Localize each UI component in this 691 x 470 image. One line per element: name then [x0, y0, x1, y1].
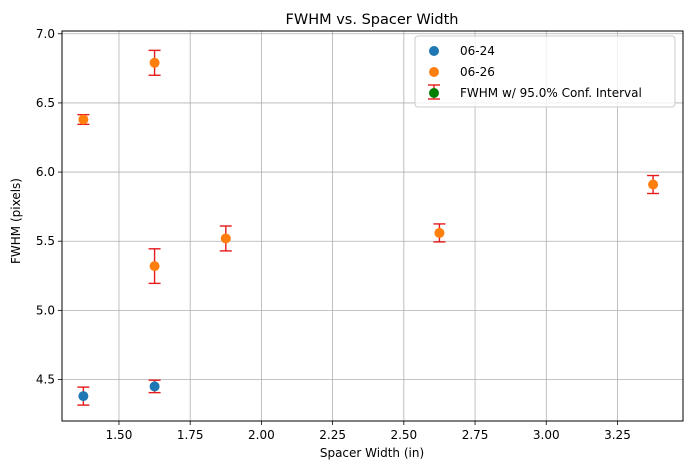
data-point	[434, 227, 445, 238]
chart-title: FWHM vs. Spacer Width	[286, 12, 459, 28]
plot-frame	[61, 30, 684, 422]
legend-label-errorbar: FWHM w/ 95.0% Conf. Interval	[460, 86, 642, 100]
data-point	[78, 391, 89, 402]
y-axis-title: FWHM (pixels)	[9, 178, 23, 264]
x-tick-label: 3.00	[533, 428, 560, 442]
x-tick-label: 1.75	[177, 428, 204, 442]
legend: 06-24 06-26 FWHM w/ 95.0% Conf. Interval	[414, 35, 676, 108]
y-tick-label: 6.5	[36, 96, 55, 110]
y-tick-label: 5.0	[36, 303, 55, 317]
data-point	[149, 261, 160, 272]
data-point	[78, 114, 89, 125]
legend-marker-06-26	[429, 67, 439, 77]
legend-marker-06-24	[429, 46, 439, 56]
y-tick-label: 5.5	[36, 234, 55, 248]
x-tick-label: 2.25	[319, 428, 346, 442]
legend-label-06-24: 06-24	[460, 44, 495, 58]
x-tick-label: 3.25	[604, 428, 631, 442]
data-point	[149, 57, 160, 68]
data-point	[648, 179, 659, 190]
legend-marker-errorbar	[428, 84, 440, 100]
legend-frame	[414, 35, 676, 108]
x-tick-label: 2.50	[390, 428, 417, 442]
x-tick-label: 2.75	[462, 428, 489, 442]
legend-label-06-26: 06-26	[460, 65, 495, 79]
y-tick-label: 7.0	[36, 27, 55, 41]
x-tick-label: 1.50	[106, 428, 133, 442]
data-point	[149, 381, 160, 392]
x-axis-title: Spacer Width (in)	[320, 446, 424, 460]
x-tick-label: 2.00	[248, 428, 275, 442]
axis-ticks: 1.50 1.75 2.00 2.25 2.50 2.75 3.00 3.25 4.5 5.0 5.…	[36, 27, 631, 442]
legend-error-marker	[429, 88, 439, 98]
data-point	[220, 233, 231, 244]
data-points	[78, 57, 659, 402]
y-tick-label: 6.0	[36, 165, 55, 179]
y-tick-label: 4.5	[36, 373, 55, 387]
